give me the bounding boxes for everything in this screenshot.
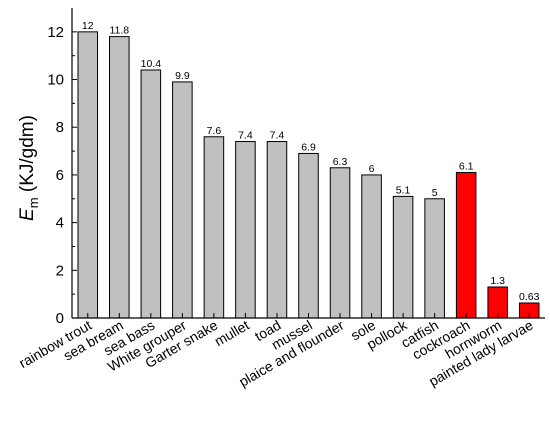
y-tick-label: 0 <box>56 310 64 327</box>
data-label: 6 <box>369 163 375 175</box>
bar <box>455 172 477 319</box>
data-label: 0.63 <box>519 291 540 303</box>
data-label: 6.3 <box>333 156 348 168</box>
data-label: 10.4 <box>141 58 162 70</box>
bar <box>392 195 414 319</box>
data-label: 6.9 <box>301 141 316 153</box>
data-label: 5 <box>432 187 438 199</box>
x-tick-label: mullet <box>212 317 252 350</box>
data-label: 12 <box>82 20 94 32</box>
bars-group <box>77 31 540 319</box>
bar <box>77 31 99 319</box>
bar <box>140 69 162 319</box>
bar <box>109 36 130 319</box>
data-label: 11.8 <box>109 25 129 37</box>
bar <box>361 174 382 319</box>
y-tick-label: 12 <box>47 24 64 41</box>
data-label: 9.9 <box>175 70 190 82</box>
y-tick-label: 2 <box>56 262 64 279</box>
y-axis-label-symbol: E <box>17 208 38 221</box>
y-axis-label: Em (KJ/gdm) <box>17 115 41 221</box>
data-label: 1.3 <box>490 275 505 287</box>
bar <box>329 167 351 319</box>
y-tick-label: 6 <box>56 167 64 184</box>
bar <box>203 136 225 319</box>
data-label: 7.4 <box>238 130 253 142</box>
y-tick-label: 8 <box>56 119 64 136</box>
y-axis-label-unit: (KJ/gdm) <box>17 115 38 197</box>
data-label: 6.1 <box>459 161 474 173</box>
bar <box>266 141 288 319</box>
data-labels-group: 12 11.8 10.4 9.9 7.6 7.4 7.4 6.9 6.3 6 5.1 5 6.1 1.3 0… <box>82 20 540 303</box>
bar <box>235 141 256 319</box>
y-tick-label: 4 <box>56 215 64 232</box>
y-axis: 0 2 4 6 8 10 12 <box>47 8 77 327</box>
data-label: 5.1 <box>396 184 411 196</box>
bar <box>172 81 193 319</box>
bar <box>298 152 319 319</box>
data-label: 7.6 <box>207 125 222 137</box>
bar <box>424 198 445 319</box>
data-label: 7.4 <box>270 130 285 142</box>
y-axis-label-subscript: m <box>26 197 41 208</box>
y-tick-label: 10 <box>47 72 64 89</box>
